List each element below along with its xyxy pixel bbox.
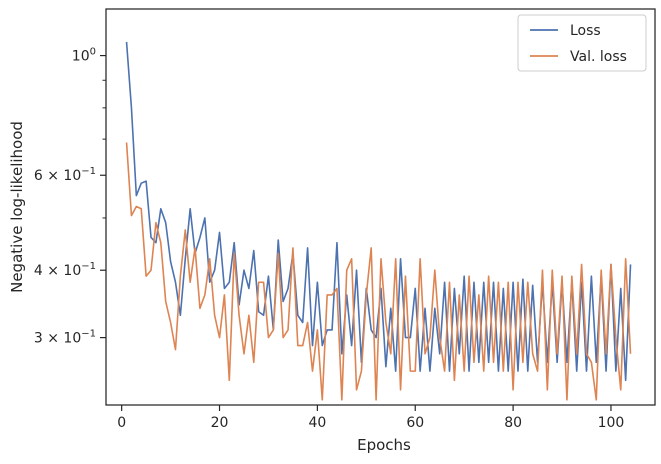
y-tick-label: 3 × 10−1 [34,329,96,347]
y-axis-label: Negative log-likelihood [8,121,26,293]
x-tick-label: 0 [117,415,126,431]
legend-label-val-loss: Val. loss [570,49,627,65]
x-tick-label: 20 [211,415,229,431]
x-axis-label: Epochs [357,436,411,454]
x-tick-label: 100 [598,415,625,431]
axis-ticks: 0 20 40 60 80 100 3 × 10−1 4 × 10−1 6 × 10−1 100 [34,47,624,431]
legend-label-loss: Loss [570,23,601,39]
legend: Loss Val. loss [517,14,647,72]
y-tick-label: 6 × 10−1 [34,166,96,184]
x-tick-label: 60 [406,415,424,431]
y-tick-label: 4 × 10−1 [34,261,96,279]
plot-frame [105,8,656,406]
x-tick-label: 40 [308,415,326,431]
series-line-val-loss [125,142,632,401]
y-tick-label: 100 [72,47,96,65]
legend-box [517,14,647,72]
series-lines [125,41,632,401]
x-tick-label: 80 [504,415,522,431]
